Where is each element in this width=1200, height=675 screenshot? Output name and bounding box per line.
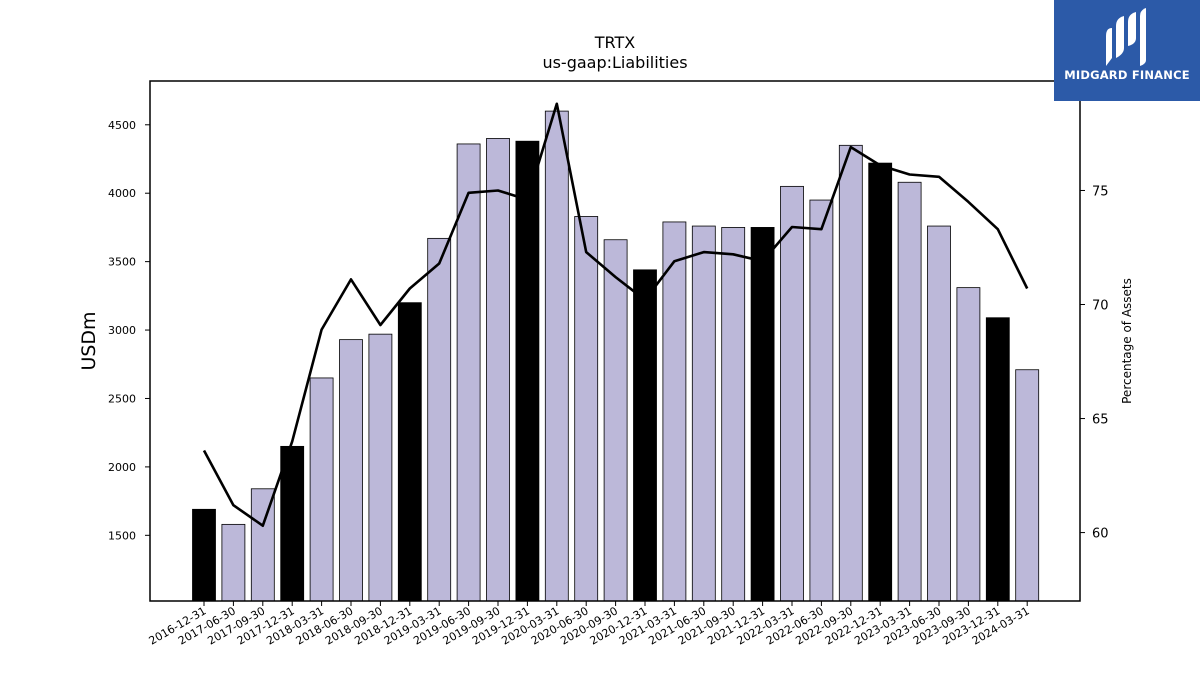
bar-2023-03-31: [897, 181, 922, 602]
x-axis: 2016-12-312017-06-302017-09-302017-12-31…: [147, 601, 1032, 648]
bar-2016-12-31: [192, 508, 216, 602]
bars: [192, 110, 1040, 602]
bar-2018-03-31: [309, 377, 334, 602]
bar-2019-09-30: [486, 138, 510, 602]
bar-2022-06-30: [809, 199, 834, 602]
y-tick-label-3000: 3000: [108, 324, 136, 337]
y-axis: 1500 2000 2500 3000 3500 4000 4500: [108, 119, 150, 542]
y-tick-label-4500: 4500: [108, 119, 136, 132]
bar-2022-12-31: [868, 162, 893, 602]
y2-tick-label-60: 60: [1092, 527, 1109, 542]
bar-2017-06-30: [221, 523, 246, 602]
plot-frame: [149, 80, 1081, 602]
y-tick-label-3500: 3500: [108, 256, 136, 269]
y2-tick-label-70: 70: [1092, 299, 1109, 314]
bar-2020-06-30: [574, 216, 599, 602]
bar-2024-03-31: [1015, 369, 1040, 602]
bar-2023-06-30: [927, 225, 951, 602]
bar-2020-03-31: [544, 110, 569, 602]
y-axis-label: USDm: [78, 311, 100, 370]
y2-axis-label: Percentage of Assets: [1120, 278, 1134, 404]
pct-line-group: [202, 102, 1029, 528]
bar-2021-06-30: [691, 225, 716, 602]
bar-2021-03-31: [662, 221, 687, 602]
y-tick-label-4000: 4000: [108, 187, 136, 200]
brand-logo: MIDGARD FINANCE: [1054, 0, 1200, 101]
bar-2022-09-30: [838, 144, 863, 602]
bar-2018-12-31: [397, 302, 422, 602]
pct-of-assets-line: [202, 102, 1029, 528]
bar-2020-09-30: [603, 239, 628, 602]
bar-2020-12-31: [633, 269, 657, 602]
y2-tick-label-65: 65: [1092, 413, 1109, 428]
chart-title: TRTX: [594, 33, 636, 52]
y2-tick-label-75: 75: [1092, 184, 1109, 199]
bar-2023-09-30: [956, 287, 981, 602]
bar-2018-09-30: [368, 333, 393, 602]
y-tick-label-2500: 2500: [108, 392, 136, 405]
bar-2023-12-31: [985, 317, 1010, 602]
bar-2017-12-31: [280, 445, 305, 602]
midgard-finance-logo-icon: [1106, 8, 1146, 66]
bar-2021-12-31: [750, 227, 775, 602]
bar-2021-09-30: [721, 227, 746, 602]
y-tick-label-1500: 1500: [108, 529, 136, 542]
chart-subtitle: us-gaap:Liabilities: [542, 53, 687, 72]
bar-2022-03-31: [780, 185, 804, 602]
brand-name: MIDGARD FINANCE: [1064, 68, 1190, 82]
bar-2019-03-31: [427, 237, 452, 602]
y2-axis: 60 65 70 75: [1080, 184, 1109, 542]
bar-2018-06-30: [339, 339, 363, 602]
bar-2019-12-31: [515, 140, 540, 602]
y-tick-label-2000: 2000: [108, 461, 136, 474]
